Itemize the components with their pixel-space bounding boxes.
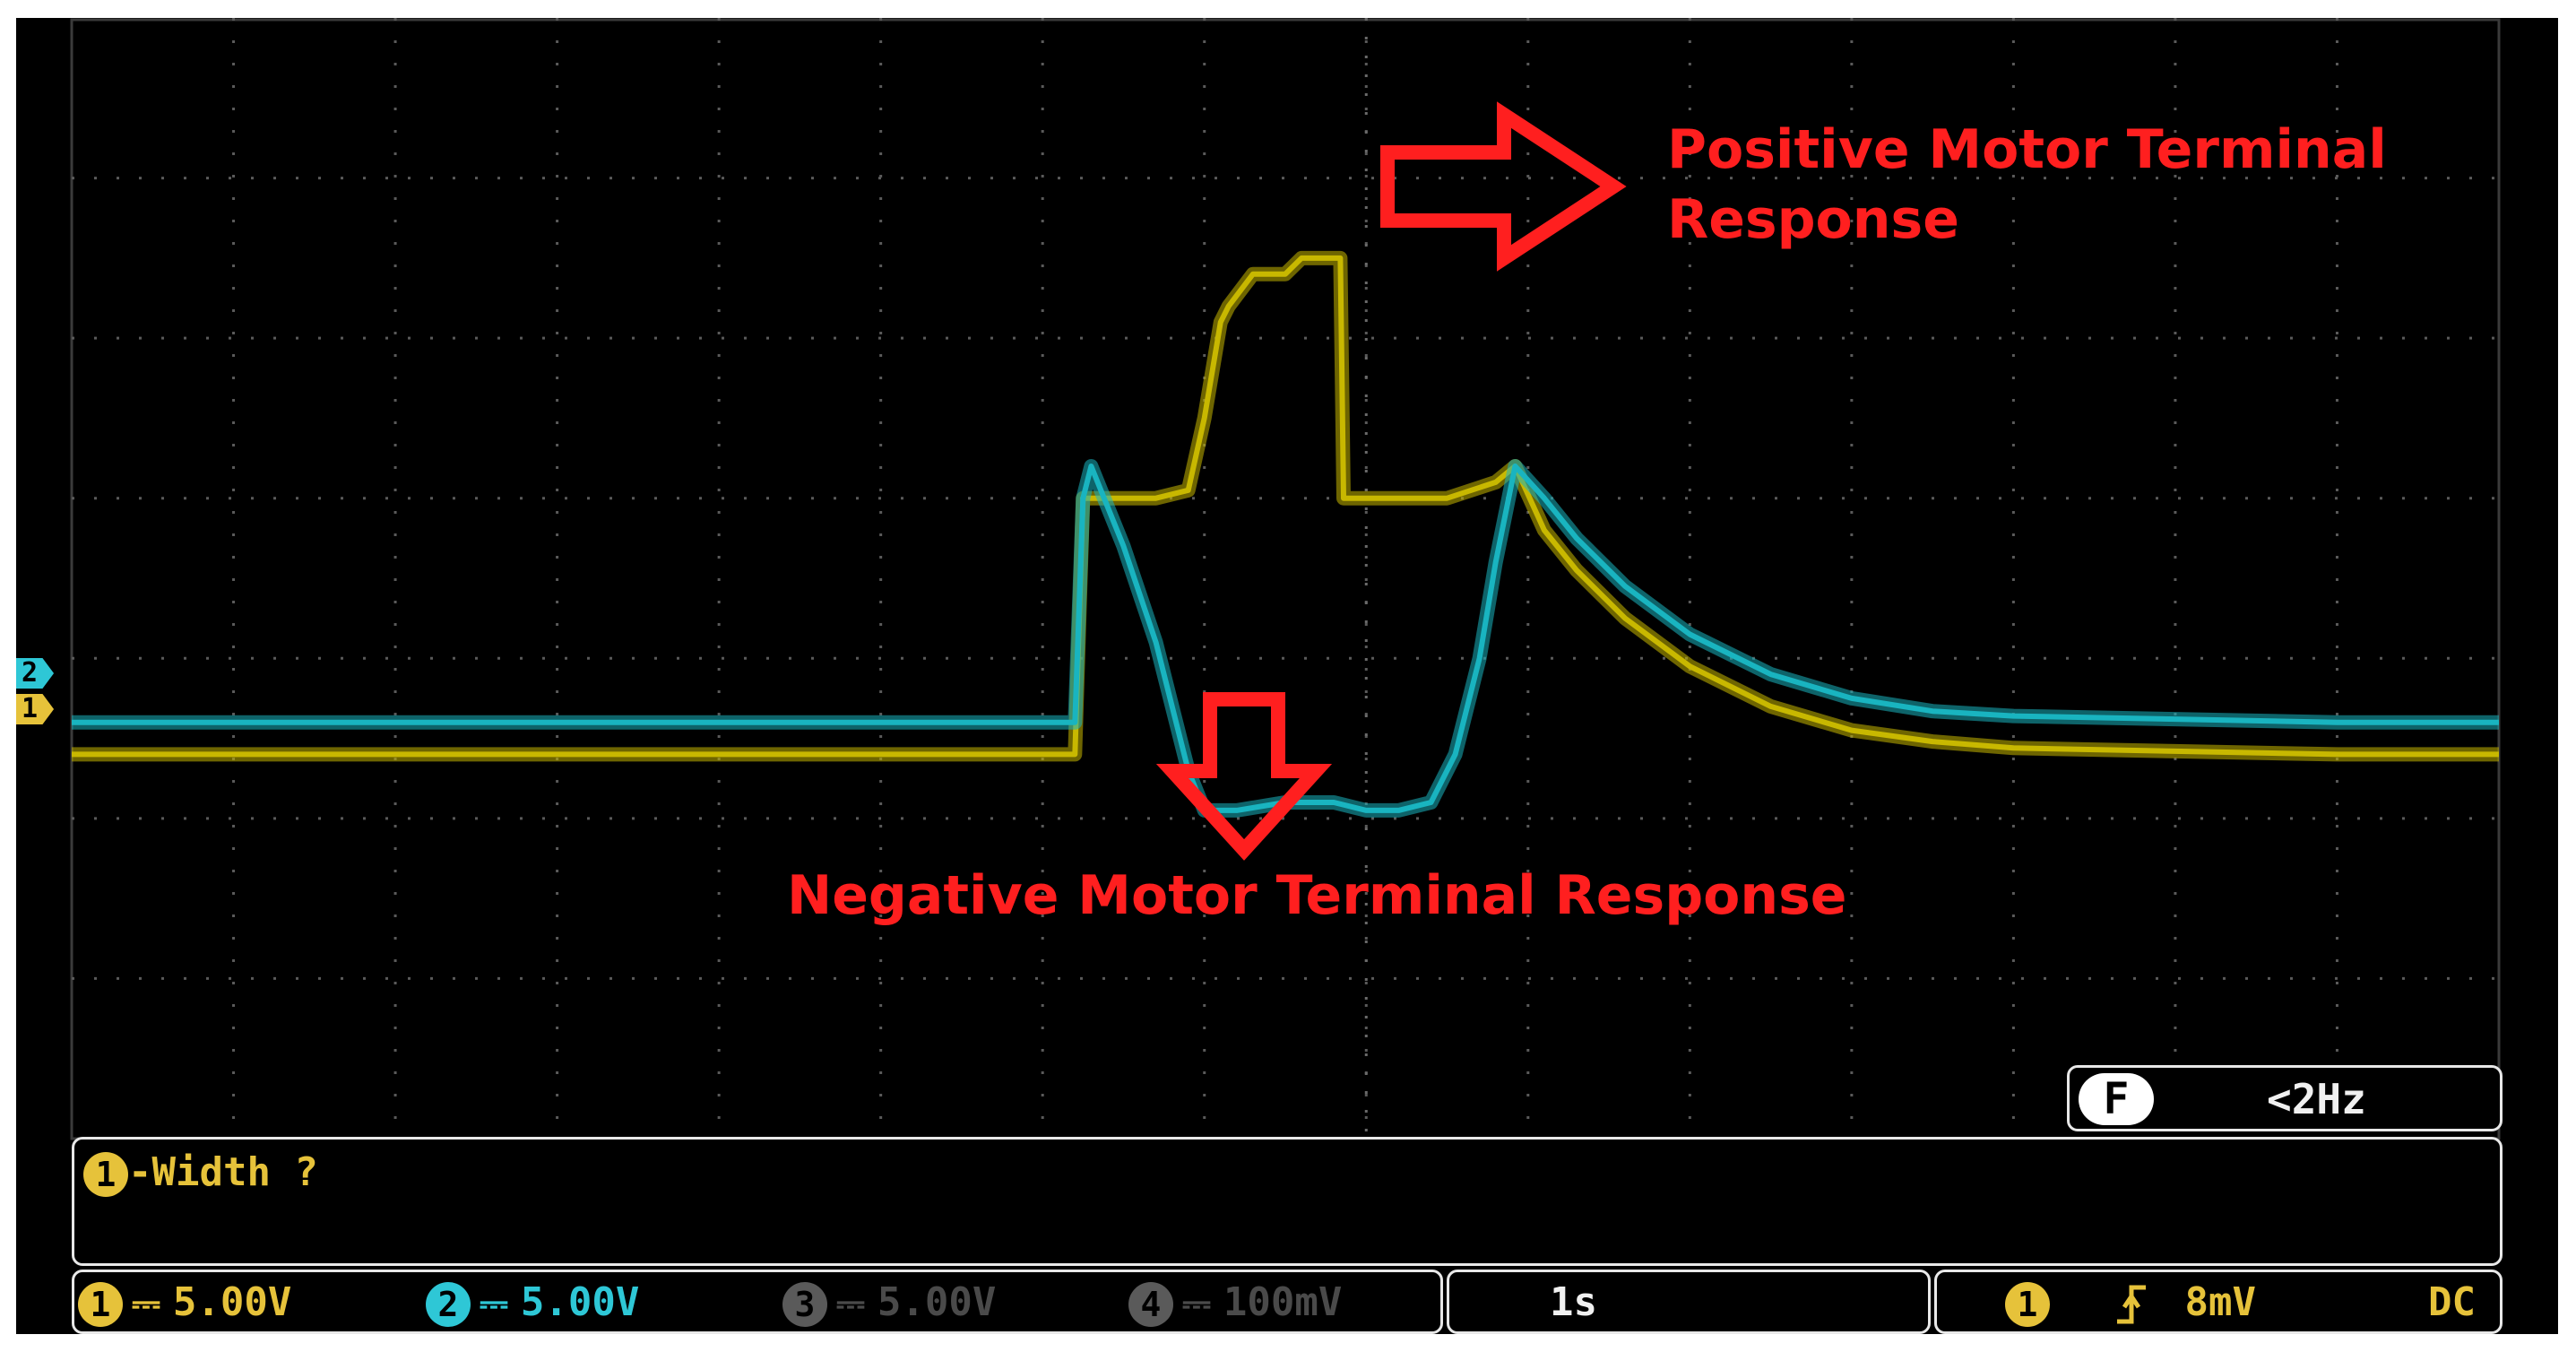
oscilloscope-screen: 2 1 Positive Motor Terminal Response Neg… bbox=[16, 18, 2558, 1334]
ch3-scale-value: 5.00V bbox=[877, 1279, 997, 1325]
down-arrow-icon bbox=[1155, 692, 1333, 861]
dc-coupling-icon: ⎓ bbox=[480, 1283, 508, 1324]
channel-scales[interactable]: 1 ⎓ 5.00V 2 ⎓ 5.00V 3 ⎓ 5.00V 4 ⎓ 100mV bbox=[72, 1270, 1443, 1334]
measurement-panel[interactable]: 1 -Width ? bbox=[72, 1137, 2503, 1266]
timebase-value: 1s bbox=[1550, 1279, 1597, 1325]
frequency-readout: F <2Hz bbox=[2067, 1065, 2503, 1131]
waveform-plot bbox=[70, 18, 2501, 1140]
positive-annotation: Positive Motor Terminal Response bbox=[1667, 115, 2387, 255]
ch3-scale[interactable]: 3 ⎓ 5.00V bbox=[782, 1278, 996, 1329]
ch3-badge: 3 bbox=[782, 1282, 827, 1327]
timebase[interactable]: 1s bbox=[1447, 1270, 1931, 1334]
rising-edge-icon bbox=[2116, 1285, 2146, 1324]
frequency-value: <2Hz bbox=[2267, 1075, 2366, 1123]
dc-coupling-icon: ⎓ bbox=[132, 1283, 160, 1324]
ch4-badge: 4 bbox=[1128, 1282, 1173, 1327]
ch4-scale-value: 100mV bbox=[1223, 1279, 1343, 1325]
ch1-badge: 1 bbox=[78, 1282, 123, 1327]
annotation-arrows bbox=[1155, 101, 1627, 861]
ch2-badge: 2 bbox=[426, 1282, 471, 1327]
right-arrow-icon bbox=[1380, 101, 1627, 272]
trace-ch2 bbox=[72, 464, 2499, 813]
ch1-scale[interactable]: 1 ⎓ 5.00V bbox=[78, 1278, 291, 1329]
negative-annotation: Negative Motor Terminal Response bbox=[787, 864, 1847, 927]
traces bbox=[72, 250, 2499, 818]
dc-coupling-icon: ⎓ bbox=[836, 1283, 865, 1324]
trace-ch1-band bbox=[72, 250, 2499, 762]
measurement-label: 1 -Width ? bbox=[83, 1145, 318, 1200]
trigger-level: 8mV bbox=[2184, 1279, 2256, 1325]
ch1-scale-value: 5.00V bbox=[172, 1279, 292, 1325]
positive-annotation-line2: Response bbox=[1667, 188, 1959, 251]
trigger-channel-badge: 1 bbox=[2005, 1282, 2050, 1327]
trigger-settings[interactable]: 1 8mV DC bbox=[1934, 1270, 2503, 1334]
ch4-scale[interactable]: 4 ⎓ 100mV bbox=[1128, 1278, 1342, 1329]
dc-coupling-icon: ⎓ bbox=[1182, 1283, 1211, 1324]
frequency-icon: F bbox=[2079, 1073, 2154, 1125]
measurement-text: -Width ? bbox=[128, 1149, 318, 1195]
channel-1-badge: 1 bbox=[83, 1152, 128, 1197]
ch2-scale-value: 5.00V bbox=[520, 1279, 640, 1325]
trigger-readout: 1 8mV bbox=[2005, 1278, 2256, 1328]
positive-annotation-line1: Positive Motor Terminal bbox=[1667, 118, 2387, 181]
ch2-scale[interactable]: 2 ⎓ 5.00V bbox=[426, 1278, 639, 1329]
trigger-coupling: DC bbox=[2428, 1279, 2476, 1325]
status-bar: 1 ⎓ 5.00V 2 ⎓ 5.00V 3 ⎓ 5.00V 4 ⎓ 100mV 1s 1 8mV bbox=[72, 1270, 2503, 1334]
trace-ch1 bbox=[72, 255, 2499, 758]
